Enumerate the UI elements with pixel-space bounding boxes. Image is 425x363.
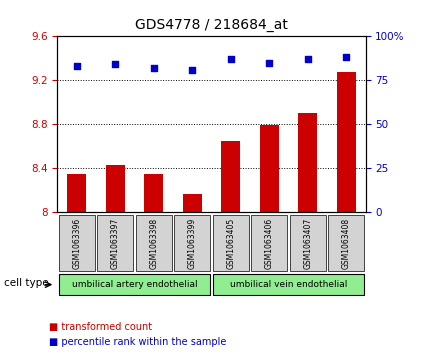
Bar: [59, 215, 95, 271]
Bar: [174, 215, 210, 271]
Text: GSM1063396: GSM1063396: [72, 217, 81, 269]
Bar: [221, 141, 240, 212]
Bar: [59, 274, 210, 295]
Point: [227, 56, 234, 62]
Point: [150, 65, 157, 71]
Text: GSM1063405: GSM1063405: [226, 217, 235, 269]
Text: umbilical artery endothelial: umbilical artery endothelial: [71, 280, 197, 289]
Bar: [67, 174, 86, 212]
Bar: [260, 126, 279, 212]
Point: [343, 54, 350, 60]
Point: [266, 60, 272, 66]
Bar: [105, 165, 125, 212]
Title: GDS4778 / 218684_at: GDS4778 / 218684_at: [135, 19, 288, 33]
Text: ■ transformed count: ■ transformed count: [49, 322, 152, 332]
Point: [112, 62, 119, 68]
Bar: [136, 215, 172, 271]
Text: GSM1063399: GSM1063399: [188, 217, 197, 269]
Text: umbilical vein endothelial: umbilical vein endothelial: [230, 280, 347, 289]
Bar: [212, 274, 364, 295]
Text: GSM1063398: GSM1063398: [149, 218, 158, 269]
Point: [189, 67, 196, 73]
Bar: [212, 215, 249, 271]
Bar: [328, 215, 364, 271]
Bar: [298, 113, 317, 212]
Bar: [337, 72, 356, 212]
Text: GSM1063408: GSM1063408: [342, 218, 351, 269]
Point: [304, 56, 311, 62]
Bar: [144, 174, 163, 212]
Text: ■ percentile rank within the sample: ■ percentile rank within the sample: [49, 337, 226, 347]
Bar: [97, 215, 133, 271]
Text: GSM1063407: GSM1063407: [303, 217, 312, 269]
Text: GSM1063397: GSM1063397: [110, 217, 120, 269]
Point: [73, 63, 80, 69]
Bar: [289, 215, 326, 271]
Text: GSM1063406: GSM1063406: [265, 217, 274, 269]
Text: cell type: cell type: [4, 278, 49, 288]
Bar: [251, 215, 287, 271]
Bar: [183, 193, 202, 212]
